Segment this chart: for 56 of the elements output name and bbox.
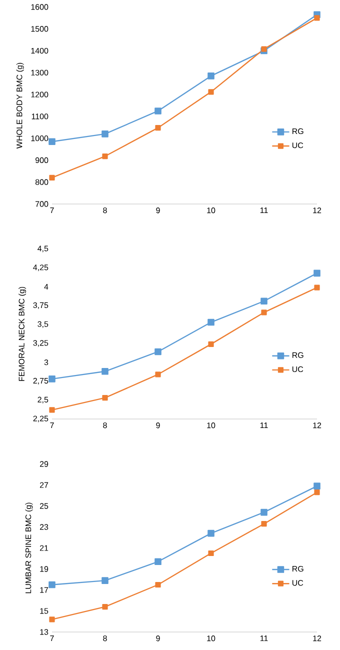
y-tick-label: 23 xyxy=(40,524,48,530)
x-tick-label: 8 xyxy=(103,422,107,428)
y-axis-title: LUMBAR SPINE BMC (g) xyxy=(25,502,33,594)
y-axis-title: FEMORAL NECK BMC (g) xyxy=(18,286,26,381)
legend-label: UC xyxy=(292,580,304,586)
y-tick-label: 19 xyxy=(40,566,48,572)
y-tick-label: 21 xyxy=(40,545,48,551)
y-tick-label: 4,5 xyxy=(38,246,48,252)
x-tick-label: 7 xyxy=(50,636,54,642)
x-tick-label: 11 xyxy=(260,636,268,642)
y-tick-label: 27 xyxy=(40,482,48,488)
y-tick-label: 15 xyxy=(40,608,48,614)
y-tick-label: 2,75 xyxy=(33,378,48,385)
y-tick-label: 2,5 xyxy=(38,396,48,404)
x-tick-label: 12 xyxy=(313,636,322,642)
y-tick-label: 800 xyxy=(35,179,48,185)
y-tick-label: 900 xyxy=(35,157,48,164)
x-tick-label: 12 xyxy=(313,208,322,214)
x-tick-label: 10 xyxy=(207,422,216,428)
x-tick-label: 9 xyxy=(156,636,160,642)
x-tick-label: 8 xyxy=(103,208,107,214)
x-tick-label: 9 xyxy=(156,422,160,428)
x-tick-label: 11 xyxy=(260,422,268,428)
x-tick-label: 7 xyxy=(50,422,54,428)
y-axis-title: WHOLE BODY BMC (g) xyxy=(16,62,24,149)
y-tick-label: 3,5 xyxy=(38,321,48,328)
y-tick-label: 17 xyxy=(40,587,48,593)
y-tick-label: 4 xyxy=(44,284,48,290)
y-tick-label: 1200 xyxy=(31,92,48,98)
y-tick-label: 3,25 xyxy=(33,340,48,347)
legend-label: RG xyxy=(292,352,304,358)
x-tick-label: 10 xyxy=(207,208,216,214)
legend-label: RG xyxy=(292,566,304,572)
y-tick-label: 1100 xyxy=(32,114,48,120)
legend-label: RG xyxy=(292,128,304,134)
x-tick-label: 7 xyxy=(50,208,54,214)
y-tick-label: 3,75 xyxy=(33,302,48,309)
legend-label: UC xyxy=(292,142,304,148)
y-tick-label: 1600 xyxy=(31,4,48,10)
y-tick-label: 700 xyxy=(36,201,48,207)
y-tick-label: 4,25 xyxy=(33,264,48,272)
y-tick-label: 29 xyxy=(40,461,48,467)
x-tick-label: 12 xyxy=(313,422,322,428)
x-tick-label: 9 xyxy=(156,208,160,214)
y-tick-label: 1500 xyxy=(31,26,48,32)
y-tick-label: 3 xyxy=(44,360,48,366)
y-tick-label: 1300 xyxy=(31,70,48,76)
y-tick-label: 25 xyxy=(40,503,48,509)
x-tick-label: 8 xyxy=(103,636,107,642)
legend-label: UC xyxy=(292,366,304,372)
x-tick-label: 10 xyxy=(207,636,216,642)
y-tick-label: 1000 xyxy=(31,135,48,142)
x-tick-label: 11 xyxy=(260,208,268,214)
y-tick-label: 1400 xyxy=(31,48,48,54)
y-tick-label: 13 xyxy=(40,629,48,635)
y-tick-label: 2,25 xyxy=(33,416,48,422)
